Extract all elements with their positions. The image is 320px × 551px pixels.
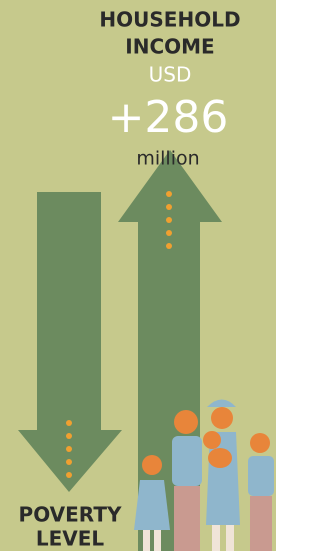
title-line1: HOUSEHOLD [99,8,240,32]
footer-line2: LEVEL [36,527,105,551]
footer-line1: POVERTY [19,503,122,527]
infographic: HOUSEHOLD INCOME USD +286 million POVERT… [0,0,276,551]
amount: +286 [108,92,229,143]
currency: USD [149,63,192,87]
title-line2: INCOME [125,35,214,59]
unit: million [136,148,199,170]
